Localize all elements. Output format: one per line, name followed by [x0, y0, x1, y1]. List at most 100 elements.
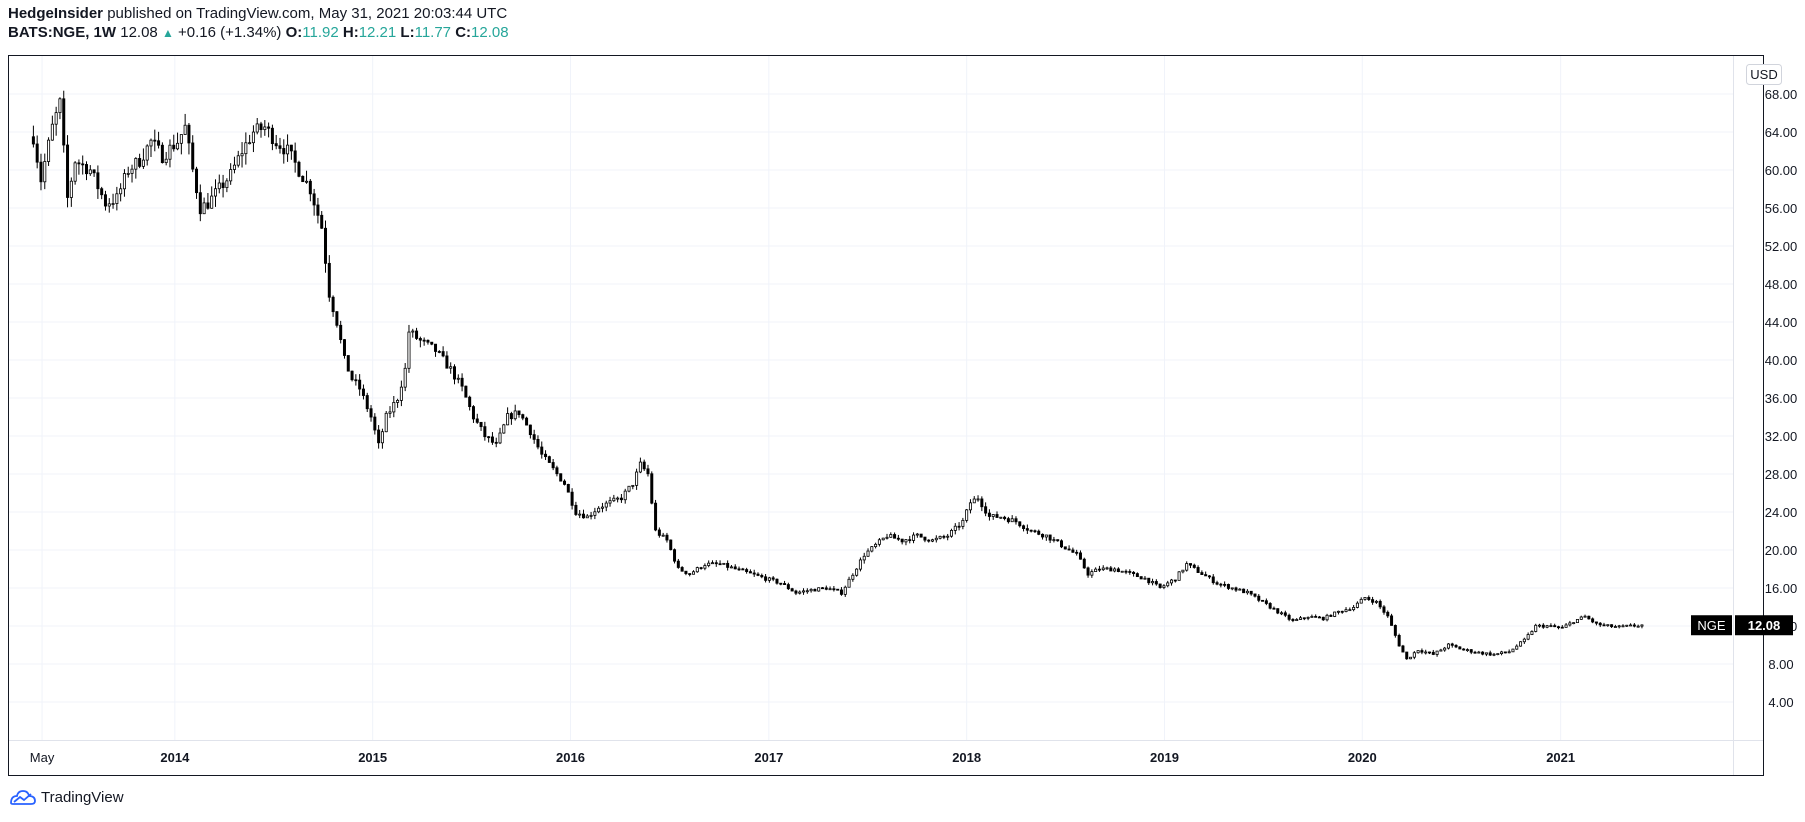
candle-body: [1594, 621, 1598, 624]
candle-body: [270, 127, 274, 145]
candle-body: [919, 533, 923, 538]
candle-body: [1541, 624, 1545, 628]
candle-body: [316, 204, 320, 216]
candle-body: [221, 182, 225, 189]
candle-body: [1302, 617, 1306, 620]
candle-body: [157, 140, 161, 146]
candle-body: [802, 590, 806, 593]
candle-body: [1484, 652, 1488, 655]
candle-body: [422, 339, 426, 342]
candle-body: [1041, 533, 1045, 538]
candle-body: [638, 461, 642, 473]
candle-body: [354, 379, 358, 382]
candle-body: [748, 571, 752, 574]
candle-body: [1610, 624, 1614, 628]
candle-body: [570, 491, 574, 506]
candle-body: [559, 473, 563, 482]
candle-body: [866, 550, 870, 557]
tradingview-brand: TradingView: [41, 788, 124, 806]
candle-body: [1101, 567, 1105, 571]
candle-body: [179, 134, 183, 144]
candle-body: [589, 514, 593, 517]
y-tick-label: 48.00: [1765, 277, 1798, 292]
candle-body: [327, 262, 331, 298]
y-tick-label: 8.00: [1768, 657, 1793, 672]
candle-body: [1109, 567, 1113, 572]
currency-badge[interactable]: USD: [1746, 64, 1782, 85]
candle-body: [1617, 625, 1621, 628]
candle-body: [1469, 649, 1473, 653]
low-value: 11.77: [414, 24, 452, 41]
candle-body: [85, 164, 89, 175]
candle-body: [1560, 626, 1564, 629]
candle-body: [210, 195, 214, 209]
candle-body: [908, 539, 912, 542]
candle-body: [191, 142, 195, 170]
candle-body: [934, 537, 938, 541]
candle-body: [521, 414, 525, 419]
candle-body: [540, 446, 544, 455]
chart-frame: [8, 55, 1764, 776]
candle-body: [411, 330, 415, 333]
candle-body: [862, 555, 866, 561]
candle-body: [912, 534, 916, 541]
x-tick-label: 2017: [754, 750, 783, 765]
open-label: O:: [285, 24, 303, 41]
x-tick-label: 2019: [1150, 750, 1179, 765]
candle-body: [153, 139, 157, 142]
candle-body: [1416, 650, 1420, 654]
candle-body: [1409, 656, 1413, 660]
candle-body: [1454, 644, 1458, 648]
candle-body: [297, 161, 301, 177]
candle-body: [1010, 518, 1014, 523]
candle-body: [1207, 575, 1211, 578]
candle-body: [198, 192, 202, 215]
symbol-label[interactable]: BATS:NGE, 1W: [8, 24, 117, 41]
candle-body: [536, 438, 540, 448]
candle-body: [828, 588, 832, 591]
candle-body: [1261, 599, 1265, 602]
candle-body: [544, 453, 548, 458]
candle-body: [251, 131, 255, 144]
y-tick-label: 64.00: [1765, 125, 1798, 140]
candle-body: [172, 144, 176, 150]
candle-body: [1579, 616, 1583, 620]
candle-body: [767, 577, 771, 581]
candle-body: [676, 560, 680, 568]
candle-body: [551, 462, 555, 469]
candle-body: [1063, 546, 1067, 550]
candle-body: [92, 169, 96, 174]
candle-body: [1507, 651, 1511, 654]
publisher-name[interactable]: HedgeInsider: [8, 5, 104, 22]
candle-body: [437, 351, 441, 353]
candle-body: [145, 145, 149, 161]
candle-body: [1257, 595, 1261, 601]
candle-body: [915, 533, 919, 536]
candle-body: [820, 587, 824, 590]
candle-body: [1044, 534, 1048, 538]
candle-body: [1405, 651, 1409, 660]
candle-body: [779, 582, 783, 585]
candle-body: [1147, 577, 1151, 584]
candle-body: [896, 537, 900, 540]
candle-body: [528, 424, 532, 436]
candle-body: [612, 497, 616, 502]
candle-body: [972, 498, 976, 504]
y-tick-label: 56.00: [1765, 201, 1798, 216]
candle-body: [213, 188, 217, 197]
last-price-tag-label: 12.08: [1748, 618, 1781, 633]
candle-body: [695, 567, 699, 573]
candle-body: [479, 421, 483, 428]
candle-body: [1503, 651, 1507, 654]
candle-body: [365, 395, 369, 410]
candle-body: [608, 500, 612, 504]
candle-body: [578, 513, 582, 516]
candle-body: [1245, 590, 1249, 594]
candle-body: [335, 311, 339, 326]
candle-body: [745, 569, 749, 573]
candle-body: [1333, 611, 1337, 617]
tradingview-footer[interactable]: TradingView: [9, 788, 124, 806]
candle-body: [1439, 649, 1443, 652]
candle-body: [987, 512, 991, 517]
